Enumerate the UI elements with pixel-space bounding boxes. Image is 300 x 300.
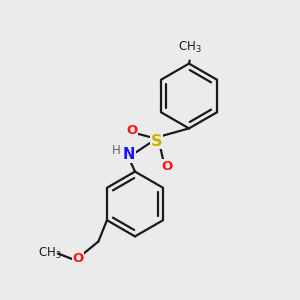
Text: H: H	[112, 143, 121, 157]
Text: CH$_3$: CH$_3$	[178, 40, 201, 55]
Text: N: N	[123, 147, 135, 162]
Text: O: O	[126, 124, 138, 137]
Text: O: O	[72, 252, 84, 265]
Text: CH$_3$: CH$_3$	[38, 246, 61, 261]
Text: S: S	[151, 134, 162, 148]
Text: O: O	[161, 160, 172, 173]
